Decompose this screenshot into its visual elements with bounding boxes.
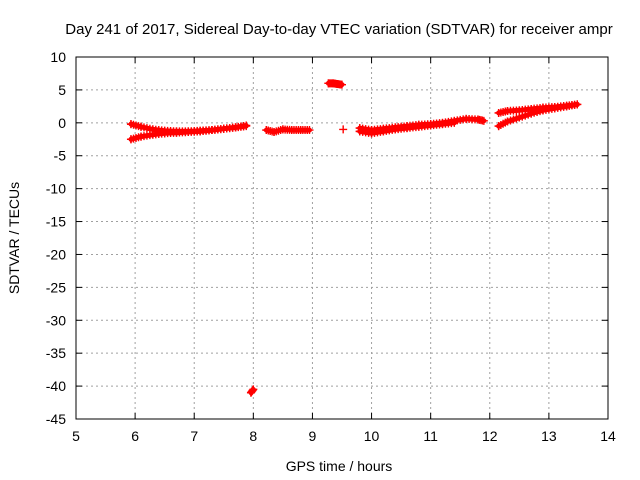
data-point	[184, 128, 193, 137]
y-tick-label: -45	[46, 411, 66, 427]
data-point	[426, 121, 435, 130]
data-point	[148, 130, 157, 139]
data-point	[231, 123, 240, 132]
x-tick-label: 8	[249, 428, 257, 444]
data-point	[305, 126, 314, 135]
x-tick-label: 11	[423, 428, 438, 444]
data-point	[278, 125, 287, 134]
data-point	[355, 127, 364, 136]
x-tick-label: 14	[600, 428, 616, 444]
data-point	[494, 122, 503, 131]
data-point	[207, 126, 216, 135]
x-tick-label: 7	[190, 428, 198, 444]
x-axis-ticks: 5 6 7 8 9 10 11 12 13 14	[72, 57, 616, 444]
x-axis-label: GPS time / hours	[286, 458, 393, 474]
y-tick-label: -25	[46, 279, 66, 295]
y-tick-label: -20	[46, 246, 66, 262]
data-point	[503, 117, 512, 126]
data-point	[473, 115, 482, 124]
data-point	[379, 127, 388, 136]
data-point	[160, 129, 169, 138]
x-tick-label: 9	[309, 428, 317, 444]
data-point	[391, 125, 400, 134]
data-point	[339, 125, 348, 134]
y-tick-label: 5	[58, 82, 66, 98]
y-tick-label: -5	[54, 148, 67, 164]
data-point	[137, 132, 146, 141]
data-point	[270, 128, 279, 137]
chart-title: Day 241 of 2017, Sidereal Day-to-day VTE…	[65, 21, 612, 38]
data-point	[126, 135, 135, 144]
data-point	[414, 122, 423, 131]
data-point	[573, 100, 582, 109]
data-point	[438, 120, 447, 129]
data-point	[367, 129, 376, 138]
data-point	[494, 108, 503, 117]
x-tick-label: 6	[131, 428, 139, 444]
data-points	[126, 79, 582, 397]
data-point	[550, 104, 559, 113]
data-point	[503, 106, 512, 115]
data-point	[219, 124, 228, 133]
y-tick-label: -35	[46, 345, 66, 361]
data-point	[403, 124, 412, 133]
data-point	[527, 109, 536, 118]
grid-lines	[76, 57, 608, 419]
data-point	[196, 127, 205, 136]
data-point	[287, 126, 296, 135]
data-point	[515, 113, 524, 122]
data-point	[242, 122, 251, 131]
data-point	[450, 118, 459, 127]
y-tick-label: -30	[46, 312, 66, 328]
data-point	[249, 385, 258, 394]
data-point	[126, 120, 135, 129]
y-tick-label: -40	[46, 378, 66, 394]
data-point	[172, 128, 181, 137]
y-tick-label: 10	[50, 49, 66, 65]
plot-frame	[75, 56, 609, 420]
x-tick-label: 13	[541, 428, 557, 444]
y-axis-label: SDTVAR / TECUs	[6, 182, 22, 294]
data-point	[462, 114, 471, 123]
data-point	[296, 126, 305, 135]
y-tick-label: -15	[46, 214, 66, 230]
y-axis-ticks: 10 5 0 -5 -10 -15 -20 -25 -30 -35 -40 -45	[46, 49, 608, 427]
x-tick-label: 12	[482, 428, 498, 444]
data-point	[137, 122, 146, 131]
data-point	[262, 126, 271, 135]
y-tick-label: 0	[58, 115, 66, 131]
x-tick-label: 10	[364, 428, 380, 444]
y-tick-label: -10	[46, 181, 66, 197]
data-point	[538, 106, 547, 115]
data-point	[479, 116, 488, 125]
data-point	[338, 80, 346, 89]
data-point	[515, 106, 524, 115]
x-tick-label: 5	[72, 428, 80, 444]
data-point	[562, 102, 571, 111]
